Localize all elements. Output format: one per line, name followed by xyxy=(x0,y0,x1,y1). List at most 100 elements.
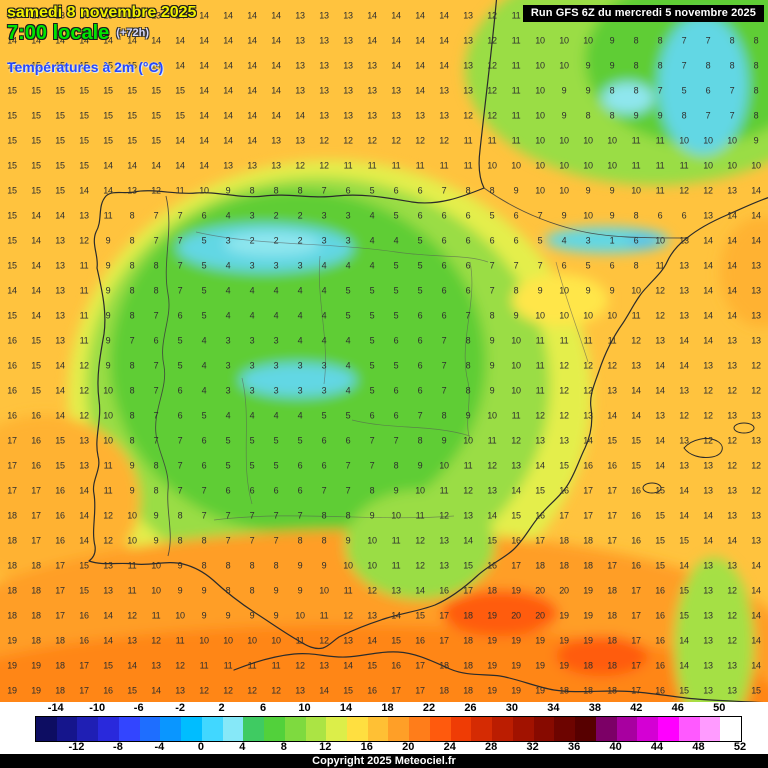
temperature-value: 9 xyxy=(249,610,255,621)
temperature-value: 8 xyxy=(729,35,735,46)
temperature-value: 5 xyxy=(201,260,207,271)
temperature-value: 10 xyxy=(511,360,521,371)
temperature-value: 3 xyxy=(297,360,303,371)
scale-label: 26 xyxy=(464,702,477,714)
temperature-value: 7 xyxy=(513,260,519,271)
temperature-value: 19 xyxy=(511,685,521,696)
temperature-value: 13 xyxy=(55,10,65,21)
temperature-value: 8 xyxy=(273,560,279,571)
temperature-value: 5 xyxy=(345,310,351,321)
temperature-value: 7 xyxy=(153,310,159,321)
temperature-value: 8 xyxy=(249,585,255,596)
scale-label: 52 xyxy=(733,741,747,753)
temperature-value: 15 xyxy=(103,135,113,146)
scale-segment xyxy=(347,717,368,741)
temperature-value: 17 xyxy=(607,510,617,521)
temperature-value: 13 xyxy=(751,335,761,346)
temperature-value: 11 xyxy=(439,485,449,496)
temperature-value: 9 xyxy=(273,610,279,621)
scale-label: 32 xyxy=(526,741,539,753)
temperature-value: 8 xyxy=(417,435,423,446)
temperature-value: 6 xyxy=(465,260,471,271)
temperature-value: 12 xyxy=(79,360,89,371)
scale-label: -6 xyxy=(133,702,144,714)
temperature-value: 7 xyxy=(153,235,159,246)
temperature-value: 19 xyxy=(583,610,593,621)
temperature-value: 9 xyxy=(489,385,495,396)
temperature-value: 12 xyxy=(727,435,737,446)
temperature-value: 8 xyxy=(297,185,303,196)
temperature-value: 15 xyxy=(103,60,113,71)
temperature-value: 6 xyxy=(441,310,447,321)
temperature-value: 18 xyxy=(55,660,65,671)
temperature-value: 10 xyxy=(151,560,161,571)
temperature-value: 18 xyxy=(583,660,593,671)
temperature-value: 10 xyxy=(703,135,713,146)
temperature-value: 13 xyxy=(727,410,737,421)
temperature-value: 15 xyxy=(31,335,41,346)
temperature-value: 10 xyxy=(751,160,761,171)
temperature-value: 8 xyxy=(585,110,591,121)
temperature-value: 3 xyxy=(321,210,327,221)
temperature-value: 5 xyxy=(369,185,375,196)
temperature-value: 5 xyxy=(201,235,207,246)
temperature-value: 13 xyxy=(367,110,377,121)
temperature-value: 13 xyxy=(751,435,761,446)
temperature-value: 16 xyxy=(7,385,17,396)
scale-segment xyxy=(284,717,306,741)
temperature-value: 16 xyxy=(559,485,569,496)
temperature-value: 15 xyxy=(55,135,65,146)
temperature-value: 13 xyxy=(295,685,305,696)
scale-segment xyxy=(98,717,119,741)
temperature-value: 12 xyxy=(319,635,329,646)
temperature-value: 14 xyxy=(439,60,449,71)
temperature-value: 4 xyxy=(369,210,375,221)
temperature-value: 15 xyxy=(367,660,377,671)
temperature-value: 12 xyxy=(583,360,593,371)
temperature-value: 15 xyxy=(55,110,65,121)
national-borders xyxy=(155,187,688,557)
temperature-value: 6 xyxy=(513,235,519,246)
temperature-value: 13 xyxy=(727,685,737,696)
temperature-value: 6 xyxy=(273,485,279,496)
temperature-value: 2 xyxy=(297,210,303,221)
temperature-value: 3 xyxy=(249,360,255,371)
temperature-value: 12 xyxy=(727,610,737,621)
temperature-value: 8 xyxy=(153,285,159,296)
temperature-value: 17 xyxy=(631,660,641,671)
temperature-value: 13 xyxy=(583,410,593,421)
temperature-value: 13 xyxy=(559,435,569,446)
temperature-value: 8 xyxy=(465,335,471,346)
scale-label: 18 xyxy=(381,702,394,714)
temperature-value: 9 xyxy=(177,585,183,596)
temperature-value: 7 xyxy=(705,35,711,46)
temperature-value: 16 xyxy=(439,585,449,596)
temperature-value: 13 xyxy=(463,85,473,96)
temperature-value: 16 xyxy=(631,485,641,496)
temperature-value: 13 xyxy=(751,410,761,421)
temperature-value: 12 xyxy=(463,110,473,121)
temperature-value: 4 xyxy=(297,410,303,421)
temperature-value: 3 xyxy=(321,385,327,396)
temperature-value: 6 xyxy=(417,210,423,221)
temperature-value: 15 xyxy=(655,485,665,496)
temperature-value: 12 xyxy=(703,410,713,421)
temperature-value: 4 xyxy=(321,335,327,346)
temperature-value: 5 xyxy=(489,210,495,221)
temperature-value: 3 xyxy=(321,235,327,246)
temperature-value: 13 xyxy=(319,35,329,46)
temperature-value: 4 xyxy=(201,385,207,396)
temperature-value: 13 xyxy=(607,385,617,396)
temperature-value: 2 xyxy=(273,235,279,246)
temperature-value: 12 xyxy=(631,335,641,346)
temperature-value: 14 xyxy=(415,585,425,596)
temperature-value: 8 xyxy=(633,60,639,71)
scale-label: 16 xyxy=(360,741,373,753)
temperature-value: 14 xyxy=(583,435,593,446)
temperature-value: 17 xyxy=(7,485,17,496)
temperature-value: 16 xyxy=(55,485,65,496)
temperature-value: 15 xyxy=(175,110,185,121)
temperature-value: 7 xyxy=(249,510,255,521)
temperature-value: 16 xyxy=(655,610,665,621)
temperature-value: 11 xyxy=(247,660,257,671)
